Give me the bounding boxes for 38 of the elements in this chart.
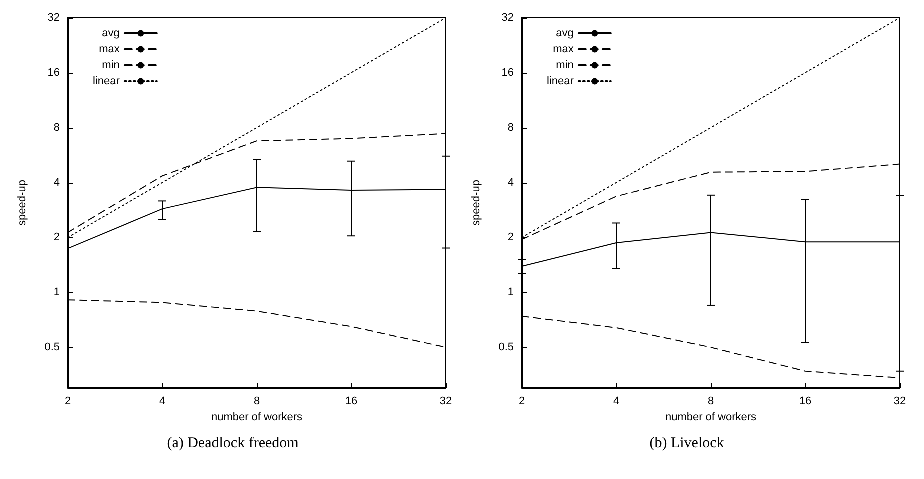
y-tick-label: 2 [508, 232, 514, 244]
y-tick-label: 16 [48, 66, 60, 79]
y-tick-label: 0.5 [44, 342, 60, 354]
legend-label: min [556, 60, 574, 72]
x-tick-label: 16 [799, 396, 812, 408]
x-axis-title: number of workers [665, 411, 758, 424]
y-tick-label: 8 [508, 122, 514, 134]
legend-label: avg [556, 28, 574, 40]
legend-label: max [553, 44, 574, 56]
legend-label: min [102, 60, 120, 72]
legend-label: linear [547, 76, 574, 88]
y-tick-label: 16 [502, 66, 514, 79]
y-tick-label: 1 [508, 286, 514, 299]
x-axis-title: number of workers [211, 411, 304, 424]
y-tick-label: 32 [502, 12, 514, 24]
x-tick-label: 2 [518, 396, 526, 408]
legend-label: avg [102, 28, 120, 40]
text: (a) Deadlock freedom [167, 436, 300, 452]
y-tick-label: 32 [48, 12, 60, 24]
y-tick-label: 0.5 [498, 342, 514, 354]
y-axis-title: speed-up [470, 180, 482, 226]
legend-label: max [99, 44, 120, 56]
y-tick-label: 8 [54, 122, 60, 134]
legend-label: linear [93, 76, 120, 88]
x-tick-label: 8 [708, 396, 714, 408]
x-tick-label: 32 [894, 396, 906, 408]
y-tick-label: 2 [54, 232, 60, 244]
x-tick-label: 2 [64, 396, 72, 408]
x-tick-label: 16 [345, 396, 358, 408]
x-tick-label: 4 [159, 396, 166, 408]
y-tick-label: 1 [54, 286, 60, 299]
text: (b) Livelock [650, 436, 725, 452]
y-tick-label: 4 [508, 176, 514, 189]
x-tick-label: 4 [613, 396, 620, 408]
x-tick-label: 8 [254, 396, 260, 408]
x-tick-label: 32 [440, 396, 452, 408]
y-axis-title: speed-up [16, 180, 28, 226]
y-tick-label: 4 [54, 176, 60, 189]
